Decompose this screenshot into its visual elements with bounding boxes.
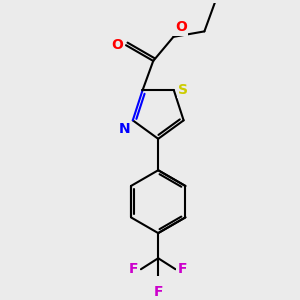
Text: S: S: [178, 83, 188, 97]
Text: N: N: [118, 122, 130, 136]
Text: O: O: [175, 20, 187, 34]
Text: F: F: [129, 262, 139, 276]
Text: F: F: [178, 262, 187, 276]
Text: O: O: [111, 38, 123, 52]
Text: F: F: [153, 284, 163, 298]
